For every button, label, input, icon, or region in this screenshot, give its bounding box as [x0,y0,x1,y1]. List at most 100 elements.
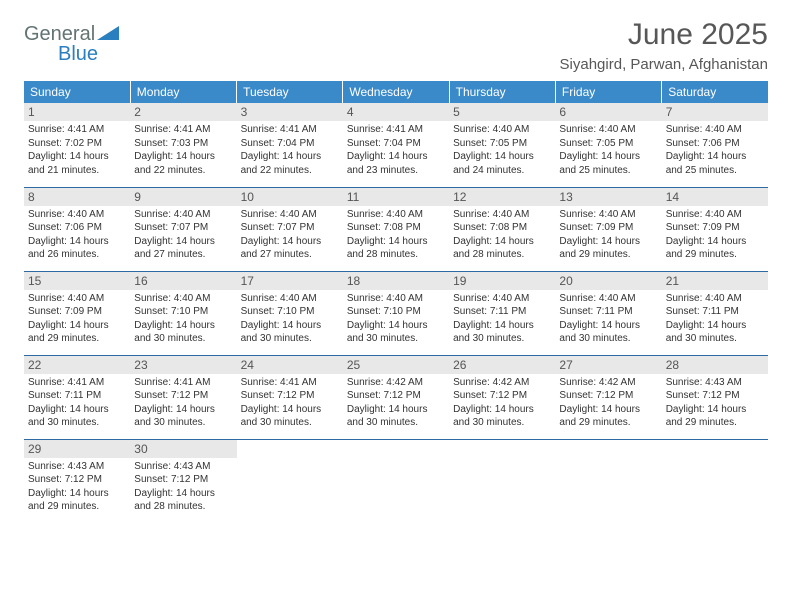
weekday-header: Tuesday [237,81,343,103]
sunrise-text: Sunrise: 4:40 AM [666,292,764,306]
calendar-day-cell: 30 Sunrise: 4:43 AMSunset: 7:12 PMDayligh… [130,439,236,523]
day-number: 5 [449,103,555,121]
sunset-text: Sunset: 7:05 PM [453,137,551,151]
day-info: Sunrise: 4:40 AMSunset: 7:11 PMDaylight:… [666,292,764,346]
logo-text: General Blue [24,24,119,64]
calendar-day-cell: 29Sunrise: 4:43 AMSunset: 7:12 PMDayligh… [24,439,130,523]
calendar-day-cell: 12Sunrise: 4:40 AMSunset: 7:08 PMDayligh… [449,187,555,271]
calendar-day-cell [555,439,661,523]
sunrise-text: Sunrise: 4:40 AM [134,208,232,222]
sunset-text: Sunset: 7:12 PM [134,473,232,487]
sunrise-text: Sunrise: 4:40 AM [666,123,764,137]
weekday-header: Sunday [24,81,130,103]
calendar-day-cell: 28Sunrise: 4:43 AMSunset: 7:12 PMDayligh… [662,355,768,439]
day-number: 26 [449,356,555,374]
sunset-text: Sunset: 7:11 PM [559,305,657,319]
day-info: Sunrise: 4:40 AMSunset: 7:10 PMDaylight:… [241,292,339,346]
calendar-day-cell: 23 Sunrise: 4:41 AMSunset: 7:12 PMDayligh… [130,355,236,439]
day-info: Sunrise: 4:40 AMSunset: 7:10 PMDaylight:… [134,292,232,346]
calendar-day-cell: 13 Sunrise: 4:40 AMSunset: 7:09 PMDayligh… [555,187,661,271]
sunrise-text: Sunrise: 4:40 AM [241,208,339,222]
calendar-week-row: 22 Sunrise: 4:41 AM Sunset: 7:11 PM Dayligh… [24,355,768,439]
daylight-text: Daylight: 14 hours and 22 minutes. [134,150,232,177]
calendar-day-cell: 9Sunrise: 4:40 AMSunset: 7:07 PMDaylight… [130,187,236,271]
empty-day [662,440,768,458]
sunrise-text: Sunrise: 4:43 AM [134,460,232,474]
day-number: 15 [24,272,130,290]
day-info: Sunrise: 4:41 AMSunset: 7:12 PMDaylight:… [134,376,232,430]
sunrise-text: Sunrise: 4:41 AM [134,123,232,137]
sunrise-text: Sunrise: 4:41 AM [241,376,339,390]
day-number: 22 [24,356,130,374]
calendar-day-cell: 6Sunrise: 4:40 AMSunset: 7:05 PMDaylight… [555,103,661,187]
daylight-text: Daylight: 14 hours and 22 minutes. [241,150,339,177]
weekday-header: Friday [555,81,661,103]
day-number: 4 [343,103,449,121]
day-info: Sunrise: 4:43 AMSunset: 7:12 PMDaylight:… [666,376,764,430]
day-number: 13 [555,188,661,206]
daylight-text: Daylight: 14 hours and 29 minutes. [559,403,657,430]
calendar-day-cell: 11Sunrise: 4:40 AMSunset: 7:08 PMDayligh… [343,187,449,271]
sunrise-text: Sunrise: 4:40 AM [347,208,445,222]
sunrise-text: Sunrise: 4:41 AM [347,123,445,137]
calendar-day-cell: 3Sunrise: 4:41 AMSunset: 7:04 PMDaylight… [237,103,343,187]
day-info: Sunrise: 4:40 AMSunset: 7:05 PMDaylight:… [559,123,657,177]
sunrise-text: Sunrise: 4:43 AM [666,376,764,390]
daylight-text: Daylight: 14 hours and 27 minutes. [134,235,232,262]
sunset-text: Sunset: 7:12 PM [347,389,445,403]
day-number: 29 [24,440,130,458]
daylight-text: Daylight: 14 hours and 28 minutes. [134,487,232,514]
day-info: Sunrise: 4:40 AMSunset: 7:06 PMDaylight:… [666,123,764,177]
sunset-text: Sunset: 7:10 PM [241,305,339,319]
sunrise-text: Sunrise: 4:42 AM [559,376,657,390]
day-info: Sunrise: 4:40 AMSunset: 7:09 PMDaylight:… [666,208,764,262]
daylight-text: Daylight: 14 hours and 27 minutes. [241,235,339,262]
sunrise-text: Sunrise: 4:40 AM [28,292,126,306]
logo-triangle-icon [97,24,119,44]
day-number: 23 [130,356,236,374]
daylight-text: Daylight: 14 hours and 29 minutes. [666,235,764,262]
daylight-text: Daylight: 14 hours and 30 minutes. [453,319,551,346]
sunset-text: Sunset: 7:05 PM [559,137,657,151]
sunset-text: Sunset: 7:12 PM [559,389,657,403]
sunrise-text: Sunrise: 4:40 AM [241,292,339,306]
sunset-text: Sunset: 7:04 PM [241,137,339,151]
daylight-text: Daylight: 14 hours and 30 minutes. [347,403,445,430]
day-info: Sunrise: 4:40 AMSunset: 7:09 PMDaylight:… [559,208,657,262]
day-number: 8 [24,188,130,206]
daylight-text: Daylight: 14 hours and 23 minutes. [347,150,445,177]
daylight-text: Daylight: 14 hours and 30 minutes. [134,319,232,346]
day-number: 30 [130,440,236,458]
day-info: Sunrise: 4:40 AMSunset: 7:08 PMDaylight:… [347,208,445,262]
sunrise-text: Sunrise: 4:40 AM [28,208,126,222]
sunset-text: Sunset: 7:11 PM [28,389,126,403]
calendar-day-cell: 27Sunrise: 4:42 AMSunset: 7:12 PMDayligh… [555,355,661,439]
daylight-text: Daylight: 14 hours and 24 minutes. [453,150,551,177]
day-info: Sunrise: 4:40 AMSunset: 7:06 PMDaylight:… [28,208,126,262]
sunrise-text: Sunrise: 4:40 AM [347,292,445,306]
day-number: 10 [237,188,343,206]
calendar-day-cell: 8 Sunrise: 4:40 AMSunset: 7:06 PMDaylight… [24,187,130,271]
sunset-text: Sunset: 7:12 PM [241,389,339,403]
sunset-text: Sunset: 7:04 PM [347,137,445,151]
calendar-week-row: 8 Sunrise: 4:40 AMSunset: 7:06 PMDaylight… [24,187,768,271]
weekday-header: Thursday [449,81,555,103]
sunrise-text: Sunrise: 4:41 AM [134,376,232,390]
sunrise-text: Sunrise: 4:42 AM [453,376,551,390]
sunset-text: Sunset: 7:12 PM [28,473,126,487]
empty-day [343,440,449,458]
sunrise-text: Sunrise: 4:40 AM [559,292,657,306]
daylight-text: Daylight: 14 hours and 30 minutes. [241,403,339,430]
empty-day [555,440,661,458]
day-info: Sunrise: 4:40 AMSunset: 7:09 PMDaylight:… [28,292,126,346]
day-info: Sunrise: 4:41 AMSunset: 7:12 PMDaylight:… [241,376,339,430]
sunrise-text: Sunrise: 4:40 AM [559,208,657,222]
day-number: 25 [343,356,449,374]
day-number: 7 [662,103,768,121]
day-info: Sunrise: 4:40 AMSunset: 7:05 PMDaylight:… [453,123,551,177]
day-number: 9 [130,188,236,206]
day-info: Sunrise: 4:41 AMSunset: 7:03 PMDaylight:… [134,123,232,177]
calendar-day-cell: 26Sunrise: 4:42 AMSunset: 7:12 PMDayligh… [449,355,555,439]
daylight-text: Daylight: 14 hours and 30 minutes. [241,319,339,346]
sunrise-text: Sunrise: 4:40 AM [666,208,764,222]
